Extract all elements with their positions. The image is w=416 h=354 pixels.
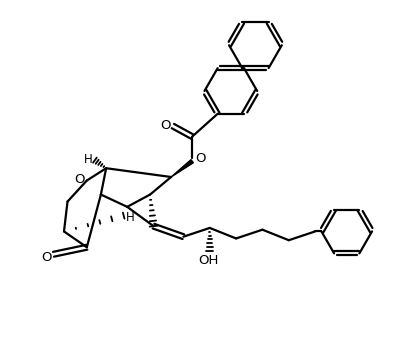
Text: O: O — [74, 173, 84, 186]
Polygon shape — [171, 160, 193, 177]
Text: O: O — [41, 251, 52, 264]
Text: OH: OH — [198, 254, 218, 267]
Text: H: H — [84, 153, 93, 166]
Text: O: O — [161, 119, 171, 132]
Text: H: H — [126, 211, 135, 224]
Text: O: O — [195, 152, 206, 165]
